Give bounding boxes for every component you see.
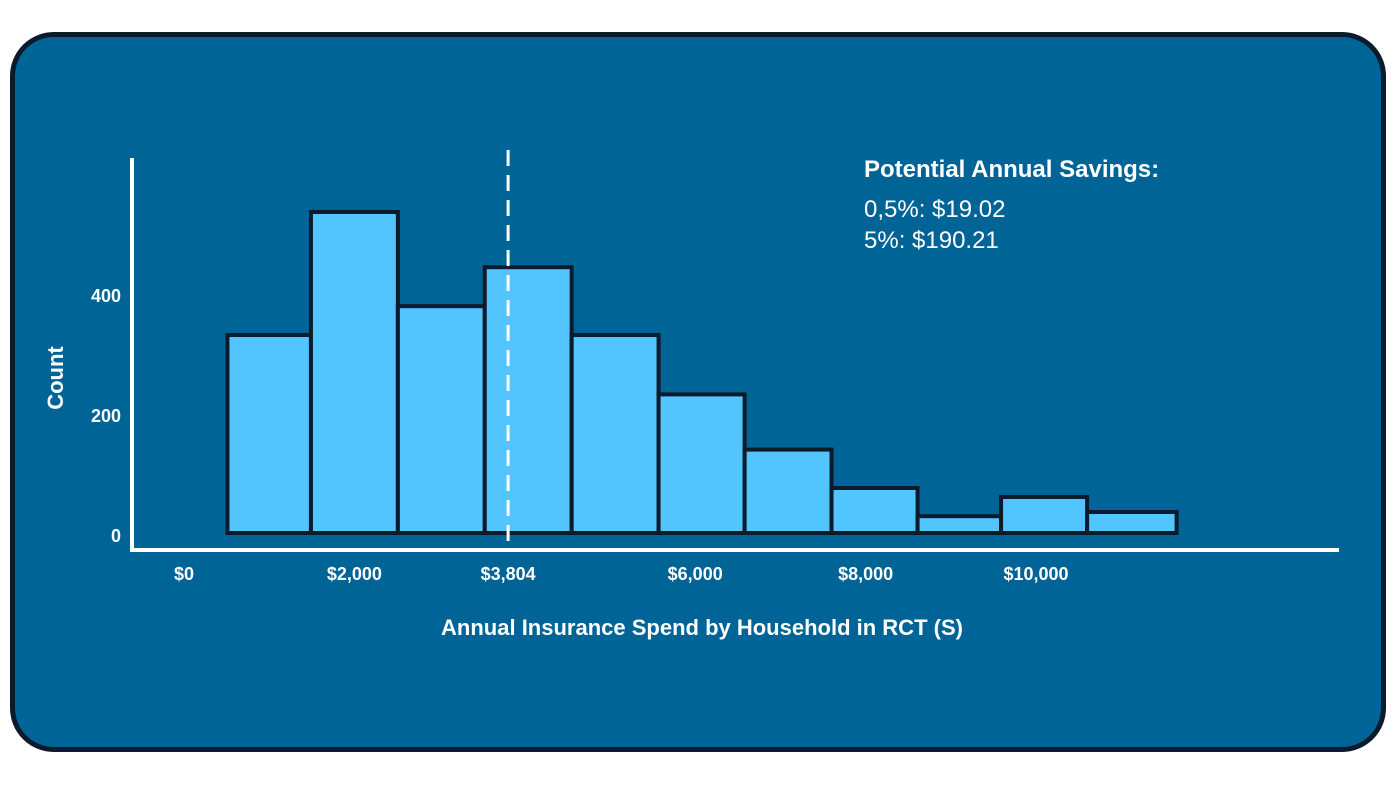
y-tick-label: 0 bbox=[111, 526, 121, 546]
histogram-bars bbox=[225, 210, 1179, 536]
histogram-bar-9 bbox=[915, 514, 1004, 536]
histogram-bar-2 bbox=[308, 210, 400, 535]
histogram-bar-3 bbox=[395, 304, 487, 536]
y-tick-label: 200 bbox=[91, 406, 121, 426]
x-axis-title: Annual Insurance Spend by Household in R… bbox=[441, 615, 963, 640]
x-tick-label: $6,000 bbox=[668, 564, 723, 584]
x-tick-labels: $0 $2,000 $3,804 $6,000 $8,000 $10,000 bbox=[174, 564, 1069, 584]
savings-line-half-percent: 0,5%: $19.02 bbox=[864, 196, 1005, 223]
x-tick-label: $3,804 bbox=[481, 564, 536, 584]
histogram-bar-10 bbox=[999, 495, 1090, 535]
histogram-bar-8 bbox=[829, 486, 920, 535]
histogram-bar-6 bbox=[656, 392, 747, 535]
histogram-bar-4 bbox=[482, 265, 574, 535]
histogram-bar-1 bbox=[225, 333, 313, 535]
savings-line-five-percent: 5%: $190.21 bbox=[864, 227, 999, 254]
y-axis-title: Count bbox=[43, 346, 68, 410]
y-tick-labels: 0 200 400 bbox=[91, 286, 121, 546]
x-tick-label: $2,000 bbox=[327, 564, 382, 584]
x-tick-label: $10,000 bbox=[1003, 564, 1068, 584]
x-tick-label: $8,000 bbox=[838, 564, 893, 584]
savings-title: Potential Annual Savings: bbox=[864, 156, 1159, 183]
x-tick-label: $0 bbox=[174, 564, 194, 584]
histogram-bar-7 bbox=[742, 447, 834, 536]
y-tick-label: 400 bbox=[91, 286, 121, 306]
histogram-bar-5 bbox=[569, 333, 661, 535]
histogram-bar-11 bbox=[1085, 510, 1179, 535]
